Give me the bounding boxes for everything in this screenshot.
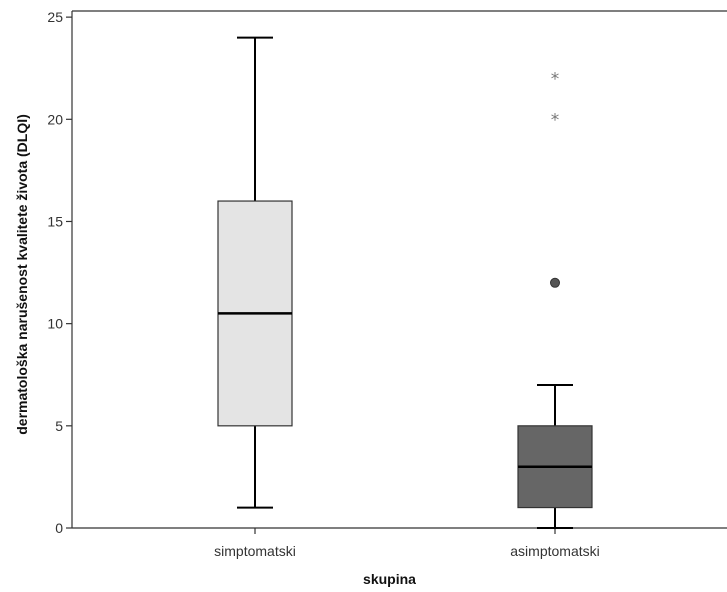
plot-frame (71, 10, 727, 529)
boxes: ** (217, 36, 593, 529)
outlier-point (550, 277, 560, 288)
box-group (217, 36, 293, 509)
x-axis: simptomatski asimptomatski (214, 528, 600, 559)
extreme-point: * (551, 110, 560, 130)
y-axis-title: dermatološka narušenost kvalitete života… (14, 114, 30, 435)
y-axis: 0 5 10 15 20 25 (47, 9, 72, 536)
y-tick-label: 15 (47, 213, 63, 229)
box-group: ** (517, 69, 593, 529)
x-axis-title: skupina (363, 571, 416, 587)
y-tick-label: 10 (47, 316, 63, 332)
y-tick-label: 5 (55, 418, 63, 434)
extreme-point: * (551, 69, 560, 89)
y-tick-label: 20 (47, 111, 63, 127)
y-tick-label: 25 (47, 9, 63, 25)
x-tick-label: asimptomatski (510, 543, 599, 559)
x-tick-label: simptomatski (214, 543, 296, 559)
y-tick-label: 0 (55, 520, 63, 536)
